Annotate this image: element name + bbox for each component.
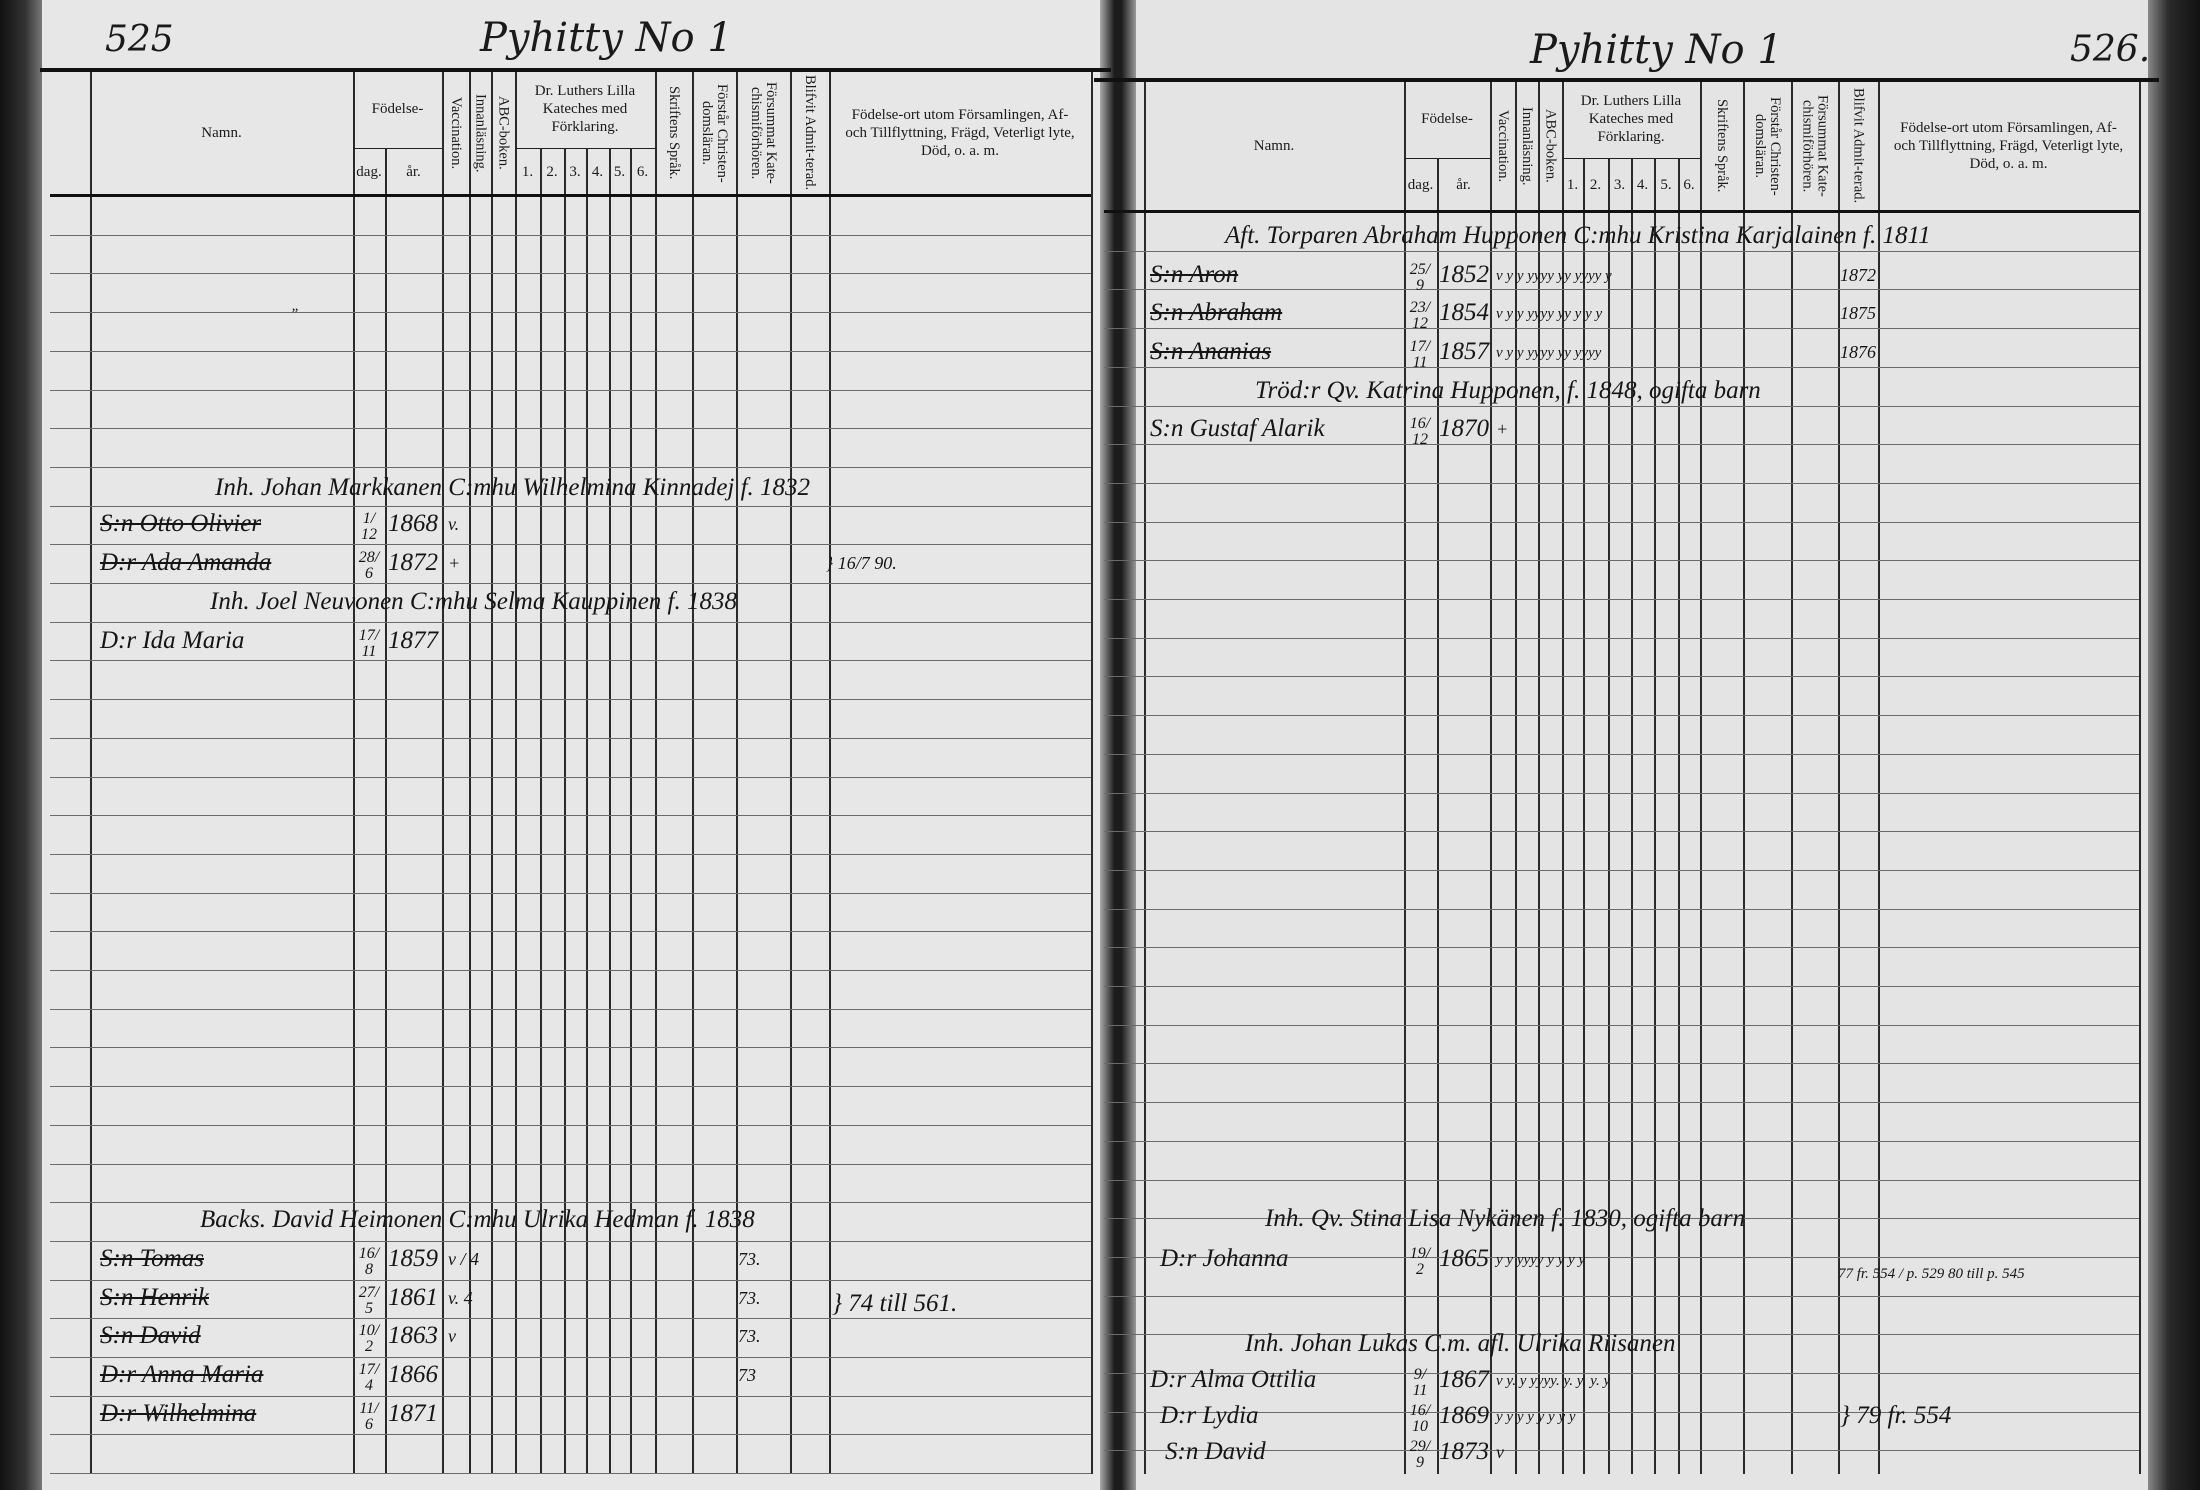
right-page-paper: [1136, 0, 2148, 1490]
book-edge-right: [2148, 0, 2200, 1490]
book-binding-gutter: [1100, 0, 1136, 1490]
book-edge-left: [0, 0, 42, 1490]
left-page-paper: [42, 0, 1100, 1490]
